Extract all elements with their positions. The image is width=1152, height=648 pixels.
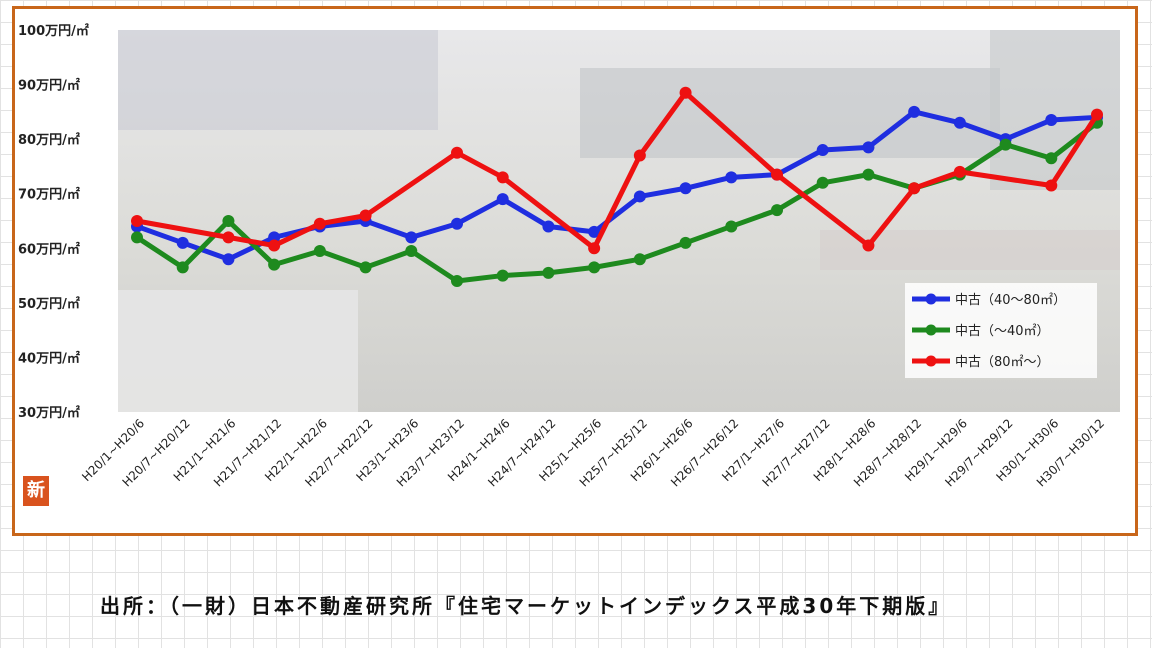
data-point: [222, 215, 235, 227]
y-tick-label: 70万円/㎡: [18, 187, 80, 203]
data-point: [953, 165, 966, 178]
data-point: [176, 236, 189, 249]
data-point: [268, 258, 281, 271]
data-point: [633, 253, 646, 266]
y-tick-label: 30万円/㎡: [18, 405, 80, 421]
data-point: [131, 231, 143, 244]
data-point: [725, 171, 738, 184]
legend-label: 中古（80㎡～）: [955, 355, 1050, 370]
data-point: [451, 217, 463, 230]
data-point: [816, 176, 829, 189]
data-point: [588, 242, 601, 255]
data-point: [542, 266, 555, 279]
data-point: [1045, 152, 1058, 165]
data-point: [176, 261, 189, 274]
data-point: [953, 116, 966, 129]
data-point: [496, 269, 509, 282]
data-point: [816, 144, 829, 157]
data-point: [862, 168, 875, 181]
data-point: [131, 215, 143, 227]
legend-label: 中古（～40㎡）: [955, 324, 1050, 339]
data-point: [679, 236, 692, 249]
y-tick-label: 100万円/㎡: [18, 23, 89, 39]
data-point: [359, 261, 372, 274]
y-tick-label: 90万円/㎡: [18, 78, 80, 94]
data-point: [268, 239, 281, 252]
data-point: [359, 209, 372, 222]
data-point: [588, 225, 601, 238]
data-point: [405, 231, 418, 244]
legend-marker: [925, 355, 937, 367]
data-point: [313, 217, 326, 230]
data-point: [496, 193, 509, 206]
data-point: [633, 149, 646, 162]
data-point: [771, 204, 783, 217]
data-point: [679, 86, 692, 99]
source-note: 出所：（一財）日本不動産研究所『住宅マーケットインデックス平成30年下期版』: [100, 594, 952, 618]
data-point: [908, 105, 921, 118]
data-point: [222, 231, 235, 244]
legend-marker: [925, 293, 937, 305]
data-point: [1045, 114, 1058, 127]
data-point: [908, 182, 921, 195]
data-point: [679, 182, 692, 195]
data-point: [633, 190, 646, 203]
data-point: [862, 141, 875, 154]
y-tick-label: 80万円/㎡: [18, 132, 80, 148]
new-badge-icon: 新: [23, 476, 49, 506]
data-point: [222, 253, 235, 266]
data-point: [451, 275, 463, 288]
y-tick-label: 50万円/㎡: [18, 296, 80, 312]
legend: 中古（40～80㎡） 中古（～40㎡） 中古（80㎡～）: [905, 283, 1097, 378]
series-line: [136, 90, 1100, 251]
data-point: [405, 245, 418, 258]
y-tick-label: 40万円/㎡: [18, 350, 80, 366]
legend-marker: [925, 324, 937, 336]
data-point: [1091, 108, 1103, 121]
data-point: [451, 146, 463, 159]
y-tick-label: 60万円/㎡: [18, 241, 80, 257]
data-point: [862, 239, 875, 252]
data-point: [588, 261, 601, 274]
data-point: [771, 168, 783, 181]
data-point: [999, 138, 1012, 151]
data-point: [1045, 179, 1058, 192]
data-point: [542, 220, 555, 233]
legend-label: 中古（40～80㎡）: [955, 293, 1066, 308]
data-point: [496, 171, 509, 184]
data-point: [725, 220, 738, 233]
data-point: [313, 245, 326, 258]
